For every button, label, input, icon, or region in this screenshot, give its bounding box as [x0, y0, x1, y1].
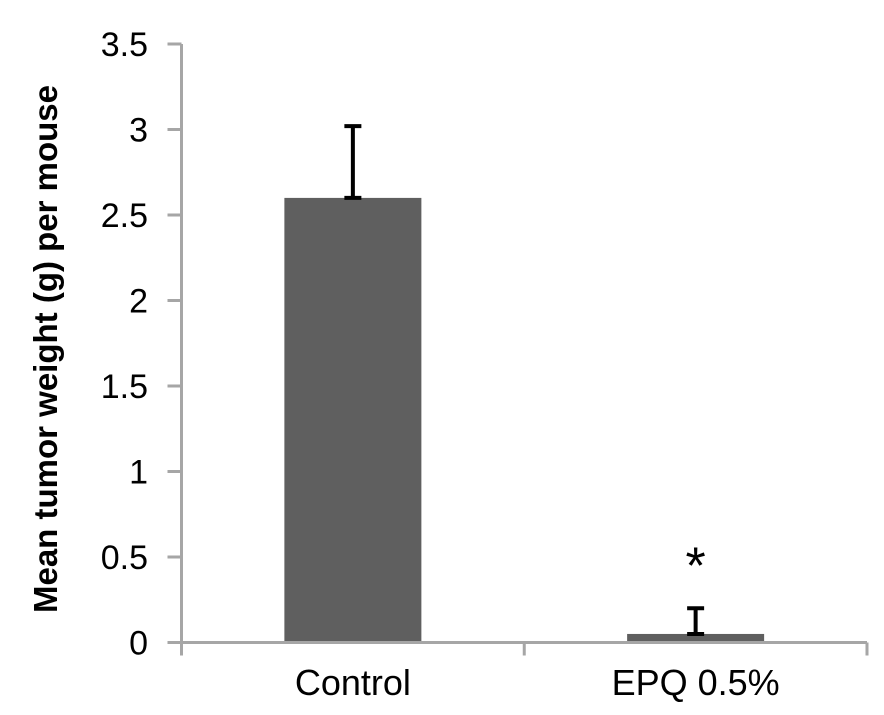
x-category-label: EPQ 0.5% [612, 662, 780, 703]
bar-control [284, 197, 422, 643]
y-tick-label: 3.5 [101, 26, 148, 64]
x-category-label: Control [295, 662, 411, 703]
y-tick-label: 2.5 [101, 197, 148, 235]
y-tick-label: 0 [129, 625, 148, 663]
y-tick-label: 1.5 [101, 368, 148, 406]
bar-epq-0-5- [627, 633, 765, 643]
y-axis-title: Mean tumor weight (g) per mouse [27, 85, 64, 613]
significance-asterisk: * [686, 537, 706, 595]
y-tick-label: 2 [129, 283, 148, 321]
y-tick-label: 1 [129, 454, 148, 492]
plot-area: * 3.5 3 2.5 2 1.5 1 0.5 0 Control EPQ 0.5% [101, 26, 869, 703]
y-tick-label: 3 [129, 112, 148, 150]
y-tick-label: 0.5 [101, 539, 148, 577]
